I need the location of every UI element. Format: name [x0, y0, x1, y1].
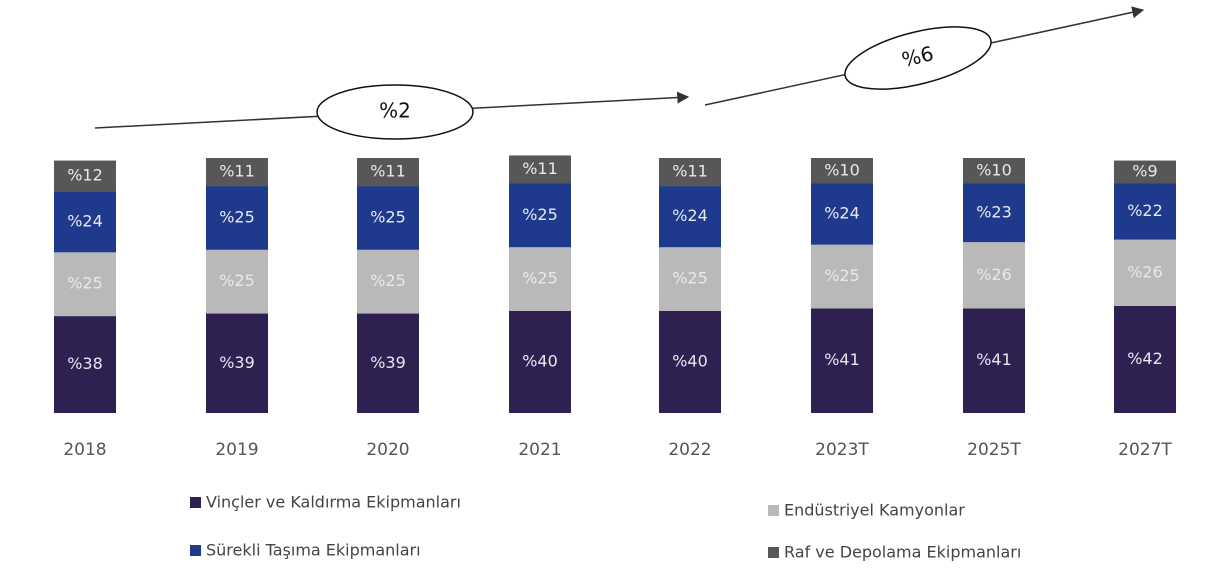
- data-label: %26: [976, 265, 1012, 284]
- data-label: %41: [976, 350, 1012, 369]
- legend-swatch: [768, 547, 779, 558]
- data-label: %11: [672, 162, 708, 181]
- data-label: %10: [824, 160, 860, 179]
- data-label: %25: [370, 207, 406, 226]
- data-label: %11: [370, 162, 406, 181]
- x-tick-label: 2027T: [1118, 440, 1172, 460]
- bar-segment: [206, 249, 268, 314]
- data-label: %39: [219, 353, 255, 372]
- data-label: %25: [672, 269, 708, 288]
- bar-segment: [509, 155, 571, 184]
- data-label: %39: [370, 353, 406, 372]
- bar-segment: [509, 311, 571, 413]
- data-label: %25: [219, 207, 255, 226]
- bar-segment: [357, 186, 419, 250]
- bar-segment: [357, 158, 419, 187]
- bar-segment: [1114, 239, 1176, 306]
- x-tick-label: 2022: [668, 440, 711, 460]
- bar-segment: [509, 183, 571, 248]
- bar-segment: [54, 191, 116, 253]
- data-label: %40: [672, 352, 708, 371]
- x-tick-label: 2018: [63, 440, 106, 460]
- data-label: %40: [522, 352, 558, 371]
- data-label: %12: [67, 165, 103, 184]
- legend-swatch: [768, 505, 779, 516]
- bar-segment: [963, 183, 1025, 243]
- bar-segment: [357, 313, 419, 413]
- x-tick-label: 2019: [215, 440, 258, 460]
- data-label: %22: [1127, 201, 1163, 220]
- annotation: %2: [379, 99, 411, 123]
- legend-label: Raf ve Depolama Ekipmanları: [784, 543, 1021, 562]
- bar-segment: [54, 252, 116, 317]
- data-label: %9: [1132, 162, 1157, 181]
- data-label: %11: [219, 162, 255, 181]
- data-label: %24: [672, 206, 708, 225]
- legend-label: Endüstriyel Kamyonlar: [784, 501, 965, 520]
- bar-segment: [1114, 160, 1176, 184]
- annotation-ellipse: [844, 26, 992, 90]
- x-tick-label: 2021: [518, 440, 561, 460]
- bar-segment: [659, 247, 721, 311]
- data-label: %25: [370, 271, 406, 290]
- annotation-ellipse: [316, 84, 474, 140]
- bar-segment: [206, 158, 268, 187]
- data-label: %11: [522, 159, 558, 178]
- bar-segment: [811, 158, 873, 184]
- legend-swatch: [190, 545, 201, 556]
- x-tick-label: 2023T: [815, 440, 869, 460]
- data-label: %10: [976, 160, 1012, 179]
- annotation-group: %6: [844, 26, 992, 90]
- data-label: %24: [67, 211, 103, 230]
- bar-segment: [659, 186, 721, 248]
- data-label: %38: [67, 354, 103, 373]
- bar-segment: [206, 313, 268, 413]
- data-label: %25: [824, 266, 860, 285]
- bar-segment: [963, 242, 1025, 309]
- bar-segment: [811, 183, 873, 245]
- bar-segment: [963, 158, 1025, 184]
- data-label: %25: [219, 271, 255, 290]
- data-label: %41: [824, 350, 860, 369]
- legend-swatch: [190, 497, 201, 508]
- data-label: %25: [522, 269, 558, 288]
- bar-segment: [206, 186, 268, 250]
- data-label: %42: [1127, 349, 1163, 368]
- legend-label: Vinçler ve Kaldırma Ekipmanları: [206, 493, 461, 512]
- bar-segment: [54, 160, 116, 192]
- bar-segment: [1114, 305, 1176, 413]
- bar-segment: [659, 158, 721, 187]
- bar-segment: [811, 244, 873, 309]
- bar-segment: [357, 249, 419, 314]
- bar-segment: [54, 316, 116, 413]
- bar-segment: [811, 308, 873, 413]
- x-tick-label: 2020: [366, 440, 409, 460]
- data-label: %23: [976, 202, 1012, 221]
- legend-label: Sürekli Taşıma Ekipmanları: [206, 541, 421, 560]
- data-label: %24: [824, 204, 860, 223]
- data-label: %26: [1127, 262, 1163, 281]
- data-label: %25: [67, 274, 103, 293]
- bar-segment: [509, 247, 571, 311]
- data-label: %25: [522, 205, 558, 224]
- bar-segment: [963, 308, 1025, 413]
- x-tick-label: 2025T: [967, 440, 1021, 460]
- bar-segment: [659, 311, 721, 413]
- bar-segment: [1114, 183, 1176, 240]
